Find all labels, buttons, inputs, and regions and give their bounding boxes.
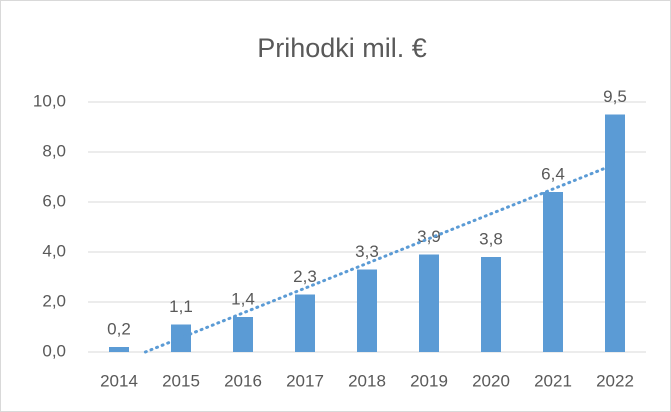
y-tick-label: 8,0 [42,141,66,160]
y-tick-label: 4,0 [42,241,66,260]
x-tick-label: 2020 [472,371,510,390]
trendline [143,162,617,354]
value-label: 1,1 [169,297,193,316]
y-tick-label: 2,0 [42,291,66,310]
y-tick-label: 0,0 [42,341,66,360]
x-tick-label: 2017 [286,371,324,390]
value-label: 9,5 [603,87,627,106]
value-label: 1,4 [231,289,255,308]
bar [543,192,563,352]
bar [481,257,501,352]
x-tick-label: 2016 [224,371,262,390]
x-tick-label: 2018 [348,371,386,390]
value-label: 3,3 [355,242,379,261]
y-tick-label: 10,0 [33,91,66,110]
value-label: 6,4 [541,164,565,183]
bar [109,347,129,352]
bar [357,269,377,352]
y-tick-label: 6,0 [42,191,66,210]
bar [605,114,625,352]
bar [295,294,315,352]
value-label: 0,2 [107,319,131,338]
chart-title: Prihodki mil. € [257,33,427,63]
x-tick-label: 2019 [410,371,448,390]
value-label: 3,8 [479,229,503,248]
bar [233,317,253,352]
x-tick-label: 2015 [162,371,200,390]
x-tick-label: 2021 [534,371,572,390]
x-tick-label: 2014 [100,371,138,390]
x-tick-label: 2022 [596,371,634,390]
value-label: 2,3 [293,267,317,286]
bar [419,254,439,352]
